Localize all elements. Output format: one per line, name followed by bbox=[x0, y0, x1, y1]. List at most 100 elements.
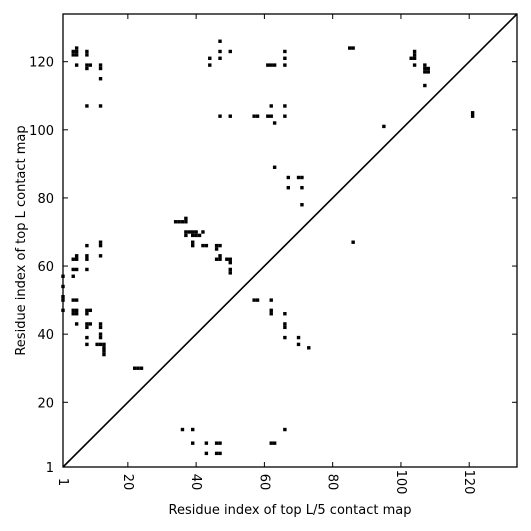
contact-point-top-l bbox=[348, 46, 352, 50]
contact-point-top-l5 bbox=[204, 441, 209, 445]
contact-point-top-l5 bbox=[269, 312, 273, 316]
contact-point-top-l5 bbox=[102, 346, 106, 350]
contact-point-top-l5 bbox=[214, 257, 219, 261]
contact-point-top-l5 bbox=[269, 308, 273, 313]
contact-point-top-l bbox=[470, 111, 475, 115]
contact-point-top-l5 bbox=[228, 271, 232, 275]
contact-point-top-l5 bbox=[184, 233, 188, 238]
contact-point-top-l5 bbox=[191, 240, 195, 244]
contact-point-top-l bbox=[283, 104, 287, 108]
contact-point-top-l5 bbox=[180, 427, 185, 432]
contact-point-top-l5 bbox=[214, 247, 219, 251]
contact-point-top-l5 bbox=[85, 243, 89, 248]
y-axis-label: Residue index of top L contact map bbox=[14, 125, 29, 355]
contact-point-top-l bbox=[423, 63, 427, 67]
contact-point-top-l5 bbox=[98, 322, 103, 326]
contact-point-top-l5 bbox=[201, 243, 205, 248]
contact-point-top-l bbox=[74, 63, 79, 67]
contact-point-top-l bbox=[71, 49, 75, 54]
contact-point-top-l5 bbox=[191, 243, 195, 248]
contact-point-top-l bbox=[208, 56, 212, 60]
contact-point-top-l bbox=[85, 53, 89, 57]
x-axis-ticks: 1 20 40 60 80 100 120 bbox=[55, 14, 476, 494]
contact-point-top-l bbox=[98, 104, 103, 108]
x-tick-label: 60 bbox=[256, 474, 271, 491]
contact-point-top-l5 bbox=[74, 298, 79, 302]
contact-point-top-l5 bbox=[85, 308, 89, 313]
contact-point-top-l5 bbox=[98, 243, 103, 248]
y-tick-label: 20 bbox=[37, 396, 54, 411]
contact-point-top-l bbox=[412, 49, 417, 54]
contact-point-top-l5 bbox=[71, 312, 75, 316]
contact-point-top-l5 bbox=[98, 240, 103, 244]
contact-point-top-l5 bbox=[71, 267, 75, 272]
contact-point-top-l bbox=[409, 56, 413, 60]
contact-point-top-l bbox=[98, 77, 103, 81]
contact-point-top-l bbox=[300, 186, 304, 190]
contact-point-top-l bbox=[426, 70, 430, 74]
contact-point-top-l5 bbox=[85, 335, 89, 340]
contact-point-top-l bbox=[286, 175, 290, 180]
contact-point-top-l5 bbox=[214, 243, 219, 248]
contact-point-top-l bbox=[208, 63, 212, 67]
contact-point-top-l5 bbox=[85, 322, 89, 326]
contact-point-top-l5 bbox=[88, 322, 93, 326]
contact-point-top-l5 bbox=[180, 220, 185, 224]
contact-point-top-l5 bbox=[204, 243, 209, 248]
contact-point-top-l5 bbox=[98, 325, 103, 330]
contact-point-top-l5 bbox=[194, 233, 198, 238]
contact-point-top-l bbox=[85, 104, 89, 108]
contact-point-top-l5 bbox=[218, 243, 222, 248]
contact-point-top-l bbox=[218, 56, 222, 60]
contact-point-top-l5 bbox=[191, 230, 195, 234]
contact-point-top-l5 bbox=[74, 312, 79, 316]
contact-point-top-l5 bbox=[71, 257, 75, 261]
y-tick-label: 80 bbox=[37, 192, 54, 207]
contact-point-top-l5 bbox=[98, 254, 103, 258]
contact-point-top-l5 bbox=[102, 342, 106, 347]
contact-point-top-l5 bbox=[272, 441, 277, 445]
contact-point-top-l5 bbox=[85, 267, 89, 272]
contact-point-top-l bbox=[283, 114, 287, 118]
contact-point-top-l bbox=[382, 124, 386, 129]
contact-point-top-l5 bbox=[102, 352, 106, 357]
contact-point-top-l5 bbox=[228, 260, 232, 265]
contact-point-top-l bbox=[269, 63, 273, 67]
contact-point-top-l5 bbox=[132, 366, 137, 370]
contact-point-top-l5 bbox=[269, 441, 273, 445]
contact-point-top-l bbox=[218, 114, 222, 118]
contact-point-top-l bbox=[98, 66, 103, 71]
contact-point-top-l bbox=[470, 114, 475, 118]
diagonal-line bbox=[62, 13, 518, 468]
contact-point-top-l bbox=[351, 46, 355, 50]
contact-point-top-l5 bbox=[191, 441, 195, 445]
contact-point-top-l5 bbox=[98, 332, 103, 336]
contact-point-top-l bbox=[412, 53, 417, 57]
contact-point-top-l bbox=[218, 39, 222, 43]
contact-point-top-l5 bbox=[139, 366, 144, 370]
contact-point-top-l bbox=[351, 240, 355, 244]
contact-point-top-l5 bbox=[74, 254, 79, 258]
x-tick-label: 80 bbox=[325, 474, 340, 491]
contact-point-top-l5 bbox=[228, 257, 232, 261]
contact-point-top-l bbox=[412, 56, 417, 60]
contact-point-top-l bbox=[85, 49, 89, 54]
contact-point-top-l bbox=[423, 70, 427, 74]
contact-point-top-l bbox=[88, 63, 93, 67]
contact-point-top-l bbox=[252, 114, 256, 118]
y-tick-label: 1 bbox=[46, 461, 54, 476]
contact-point-top-l bbox=[283, 49, 287, 54]
contact-point-top-l5 bbox=[269, 298, 273, 302]
contact-point-top-l bbox=[272, 63, 277, 67]
contact-point-top-l bbox=[412, 63, 417, 67]
contact-point-top-l5 bbox=[218, 257, 222, 261]
contact-point-top-l5 bbox=[228, 267, 232, 272]
contact-point-top-l5 bbox=[283, 335, 287, 340]
contact-point-top-l5 bbox=[184, 216, 188, 221]
contact-point-top-l5 bbox=[98, 335, 103, 340]
contact-point-top-l5 bbox=[218, 451, 222, 456]
contact-point-top-l5 bbox=[85, 312, 89, 316]
x-tick-label: 120 bbox=[461, 470, 476, 495]
